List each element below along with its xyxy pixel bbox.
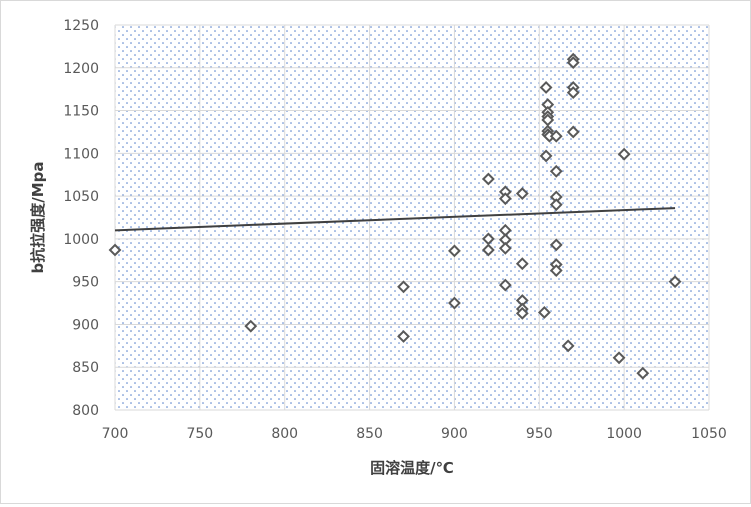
- data-point-marker: [549, 129, 563, 143]
- data-point-marker: [561, 339, 575, 353]
- x-tick-label: 700: [102, 426, 129, 442]
- data-point-marker: [549, 198, 563, 212]
- data-point-marker: [244, 319, 258, 333]
- data-point-marker: [549, 164, 563, 178]
- data-point-marker: [617, 147, 631, 161]
- data-point-marker: [566, 56, 580, 70]
- y-tick-label: 1250: [63, 18, 99, 34]
- data-point-marker: [481, 172, 495, 186]
- data-point-marker: [515, 187, 529, 200]
- x-tick-label: 950: [526, 426, 553, 442]
- y-tick-label: 1200: [63, 61, 99, 77]
- y-tick-label: 850: [72, 360, 99, 376]
- x-tick-label: 750: [186, 426, 213, 442]
- y-axis-title: b抗拉强度/Mpa: [29, 161, 47, 273]
- tick-labels: 800 850 900 950 1000 1050 1100 1150 1200 1250 700 7…: [63, 18, 726, 442]
- data-point-marker: [397, 330, 410, 343]
- data-point-marker: [668, 275, 682, 289]
- y-tick-label: 900: [72, 317, 99, 333]
- y-tick-label: 800: [72, 403, 99, 419]
- x-axis-title: 固溶温度/℃: [370, 459, 454, 477]
- data-point-marker: [537, 306, 551, 319]
- x-tick-label: 800: [271, 426, 298, 442]
- y-tick-label: 1150: [63, 104, 99, 120]
- trendline: [114, 207, 676, 232]
- data-point-marker: [539, 149, 553, 163]
- data-point-marker: [636, 366, 650, 380]
- data-point-marker: [448, 244, 461, 258]
- y-tick-label: 1000: [63, 232, 99, 248]
- x-tick-label: 1000: [606, 426, 642, 442]
- data-point-marker: [612, 351, 626, 365]
- data-point-marker: [397, 280, 410, 294]
- data-point-marker: [539, 81, 553, 94]
- x-tick-label: 1050: [691, 426, 727, 442]
- y-tick-label: 1100: [63, 146, 99, 162]
- x-tick-label: 900: [441, 426, 468, 442]
- data-point-marker: [498, 241, 512, 255]
- data-points: [108, 52, 682, 380]
- data-point-marker: [108, 243, 122, 257]
- data-point-marker: [448, 296, 461, 310]
- data-point-marker: [498, 278, 512, 292]
- data-point-marker: [481, 243, 495, 257]
- data-point-marker: [566, 86, 580, 100]
- x-tick-label: 850: [356, 426, 383, 442]
- data-point-marker: [515, 306, 529, 320]
- data-point-marker: [549, 238, 563, 252]
- data-point-marker: [515, 257, 529, 271]
- data-point-marker: [498, 192, 512, 206]
- data-point-marker: [566, 125, 580, 139]
- plot-area: [115, 25, 709, 410]
- data-point-marker: [549, 264, 563, 277]
- y-tick-label: 1050: [63, 189, 99, 205]
- y-tick-label: 950: [72, 275, 99, 291]
